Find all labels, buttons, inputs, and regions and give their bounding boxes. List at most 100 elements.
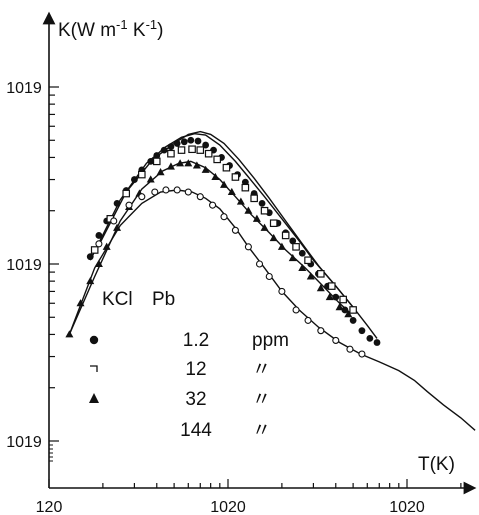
data-point-filled-circle-26 bbox=[289, 237, 297, 245]
data-point-open-square-13 bbox=[241, 183, 250, 192]
legend: KCl Pb 1.2 ppm 12 〃 32 〃 144 〃 bbox=[89, 289, 289, 441]
2: 1019 bbox=[6, 257, 42, 274]
legend-unit-3: 〃 bbox=[252, 420, 271, 441]
legend-unit-1: 〃 bbox=[252, 359, 271, 380]
data-point-filled-triangle-13 bbox=[192, 161, 201, 169]
data-point-filled-circle-10 bbox=[167, 143, 175, 151]
data-point-open-circle-15 bbox=[278, 287, 286, 295]
legend-marker-open-square bbox=[90, 365, 98, 372]
data-point-open-square-20 bbox=[317, 270, 325, 278]
data-point-filled-triangle-9 bbox=[156, 168, 165, 176]
data-point-filled-triangle-11 bbox=[176, 159, 185, 167]
fit-curve-0 bbox=[89, 132, 378, 339]
2: 1020 bbox=[389, 499, 425, 515]
legend-header-compound: KCl bbox=[102, 289, 133, 310]
data-point-filled-triangle-22 bbox=[269, 233, 278, 242]
data-point-filled-circle-32 bbox=[341, 306, 349, 314]
data-point-filled-triangle-10 bbox=[166, 162, 175, 170]
data-point-open-square-4 bbox=[152, 157, 161, 166]
data-point-filled-triangle-26 bbox=[306, 272, 315, 280]
legend-value-2: 32 bbox=[185, 389, 206, 410]
data-point-filled-triangle-1 bbox=[76, 299, 85, 307]
data-point-open-circle-13 bbox=[255, 260, 264, 268]
3-base: 10 bbox=[6, 80, 24, 97]
svg-text:120: 120 bbox=[36, 499, 63, 515]
data-point-filled-circle-9 bbox=[160, 146, 168, 154]
legend-value-1: 12 bbox=[185, 359, 206, 380]
data-point-filled-circle-31 bbox=[332, 293, 340, 301]
svg-text:1020: 1020 bbox=[210, 499, 246, 515]
data-point-filled-circle-8 bbox=[153, 152, 161, 159]
data-point-open-circle-3 bbox=[138, 193, 146, 201]
data-point-filled-triangle-12 bbox=[184, 159, 193, 167]
data-point-filled-circle-11 bbox=[173, 140, 181, 147]
data-point-filled-circle-22 bbox=[258, 199, 266, 207]
data-point-filled-triangle-16 bbox=[220, 180, 229, 188]
undefined-base: 1 bbox=[36, 499, 45, 515]
data-point-open-circle-19 bbox=[332, 336, 340, 344]
data-point-open-circle-1 bbox=[110, 217, 118, 225]
data-point-open-square-7 bbox=[188, 145, 196, 154]
data-point-filled-circle-1 bbox=[95, 232, 103, 239]
x-axis-title: T(K) bbox=[418, 454, 455, 475]
data-point-filled-circle-5 bbox=[131, 176, 138, 183]
data-point-filled-triangle-4 bbox=[102, 242, 111, 250]
data-point-open-circle-21 bbox=[358, 350, 366, 358]
data-point-open-square-11 bbox=[222, 163, 231, 172]
data-point-filled-triangle-25 bbox=[298, 263, 307, 271]
undefined-base: 10 bbox=[6, 434, 24, 451]
2-base: 10 bbox=[6, 257, 24, 274]
data-point-filled-circle-7 bbox=[147, 157, 155, 165]
data-point-filled-triangle-15 bbox=[211, 172, 220, 181]
data-point-open-square-18 bbox=[292, 243, 300, 251]
y-axis-title: K(W m-1 K-1) bbox=[58, 17, 163, 41]
data-point-open-square-21 bbox=[327, 282, 336, 290]
fit-curves bbox=[68, 130, 476, 431]
data-point-open-circle-2 bbox=[125, 201, 133, 209]
data-point-filled-circle-13 bbox=[187, 136, 195, 144]
data-point-filled-triangle-29 bbox=[335, 303, 344, 311]
legend-value-0: 1.2 bbox=[183, 330, 209, 351]
legend-marker-filled-triangle bbox=[89, 393, 99, 403]
data-point-open-square-14 bbox=[250, 194, 258, 203]
undefined-exp: 19 bbox=[24, 434, 42, 451]
svg-text:1019: 1019 bbox=[6, 434, 42, 451]
data-point-filled-triangle-3 bbox=[94, 259, 103, 267]
legend-value-3: 144 bbox=[180, 420, 212, 441]
data-point-filled-circle-14 bbox=[194, 137, 202, 145]
data-point-filled-triangle-18 bbox=[236, 197, 245, 205]
y-axis-title-exp1: -1 bbox=[116, 17, 128, 32]
data-point-open-square-15 bbox=[260, 206, 269, 215]
legend-unit-2: 〃 bbox=[252, 389, 271, 410]
data-point-open-square-12 bbox=[231, 173, 240, 181]
3: 1019 bbox=[6, 80, 42, 97]
undefined-base: 10 bbox=[210, 499, 228, 515]
y-axis-title-mid: K bbox=[128, 20, 146, 41]
data-point-open-circle-8 bbox=[196, 193, 204, 201]
data-point-open-circle-4 bbox=[151, 188, 159, 196]
legend-unit-0: ppm bbox=[252, 330, 289, 351]
data-point-filled-triangle-8 bbox=[146, 175, 155, 183]
data-point-open-square-9 bbox=[204, 149, 213, 158]
data-point-filled-triangle-20 bbox=[252, 214, 261, 222]
data-point-open-circle-12 bbox=[244, 243, 252, 251]
data-point-open-square-8 bbox=[196, 146, 205, 154]
data-point-open-circle-20 bbox=[346, 345, 354, 353]
legend-header-dopant: Pb bbox=[152, 289, 175, 310]
data-point-open-circle-16 bbox=[292, 306, 300, 314]
data-point-open-circle-10 bbox=[220, 213, 228, 221]
data-point-open-circle-14 bbox=[265, 272, 273, 281]
data-point-filled-circle-34 bbox=[358, 327, 366, 335]
data-point-open-square-2 bbox=[122, 189, 131, 198]
2-exp: 20 bbox=[407, 499, 425, 515]
data-point-filled-triangle-17 bbox=[227, 187, 236, 196]
data-point-open-square-23 bbox=[349, 306, 357, 314]
data-point-open-circle-18 bbox=[317, 327, 325, 335]
data-point-filled-circle-12 bbox=[180, 138, 188, 146]
legend-marker-filled-circle bbox=[89, 335, 99, 345]
data-point-filled-circle-33 bbox=[349, 317, 357, 324]
data-points bbox=[65, 136, 381, 358]
y-axis-title-base: K(W m bbox=[58, 20, 116, 41]
